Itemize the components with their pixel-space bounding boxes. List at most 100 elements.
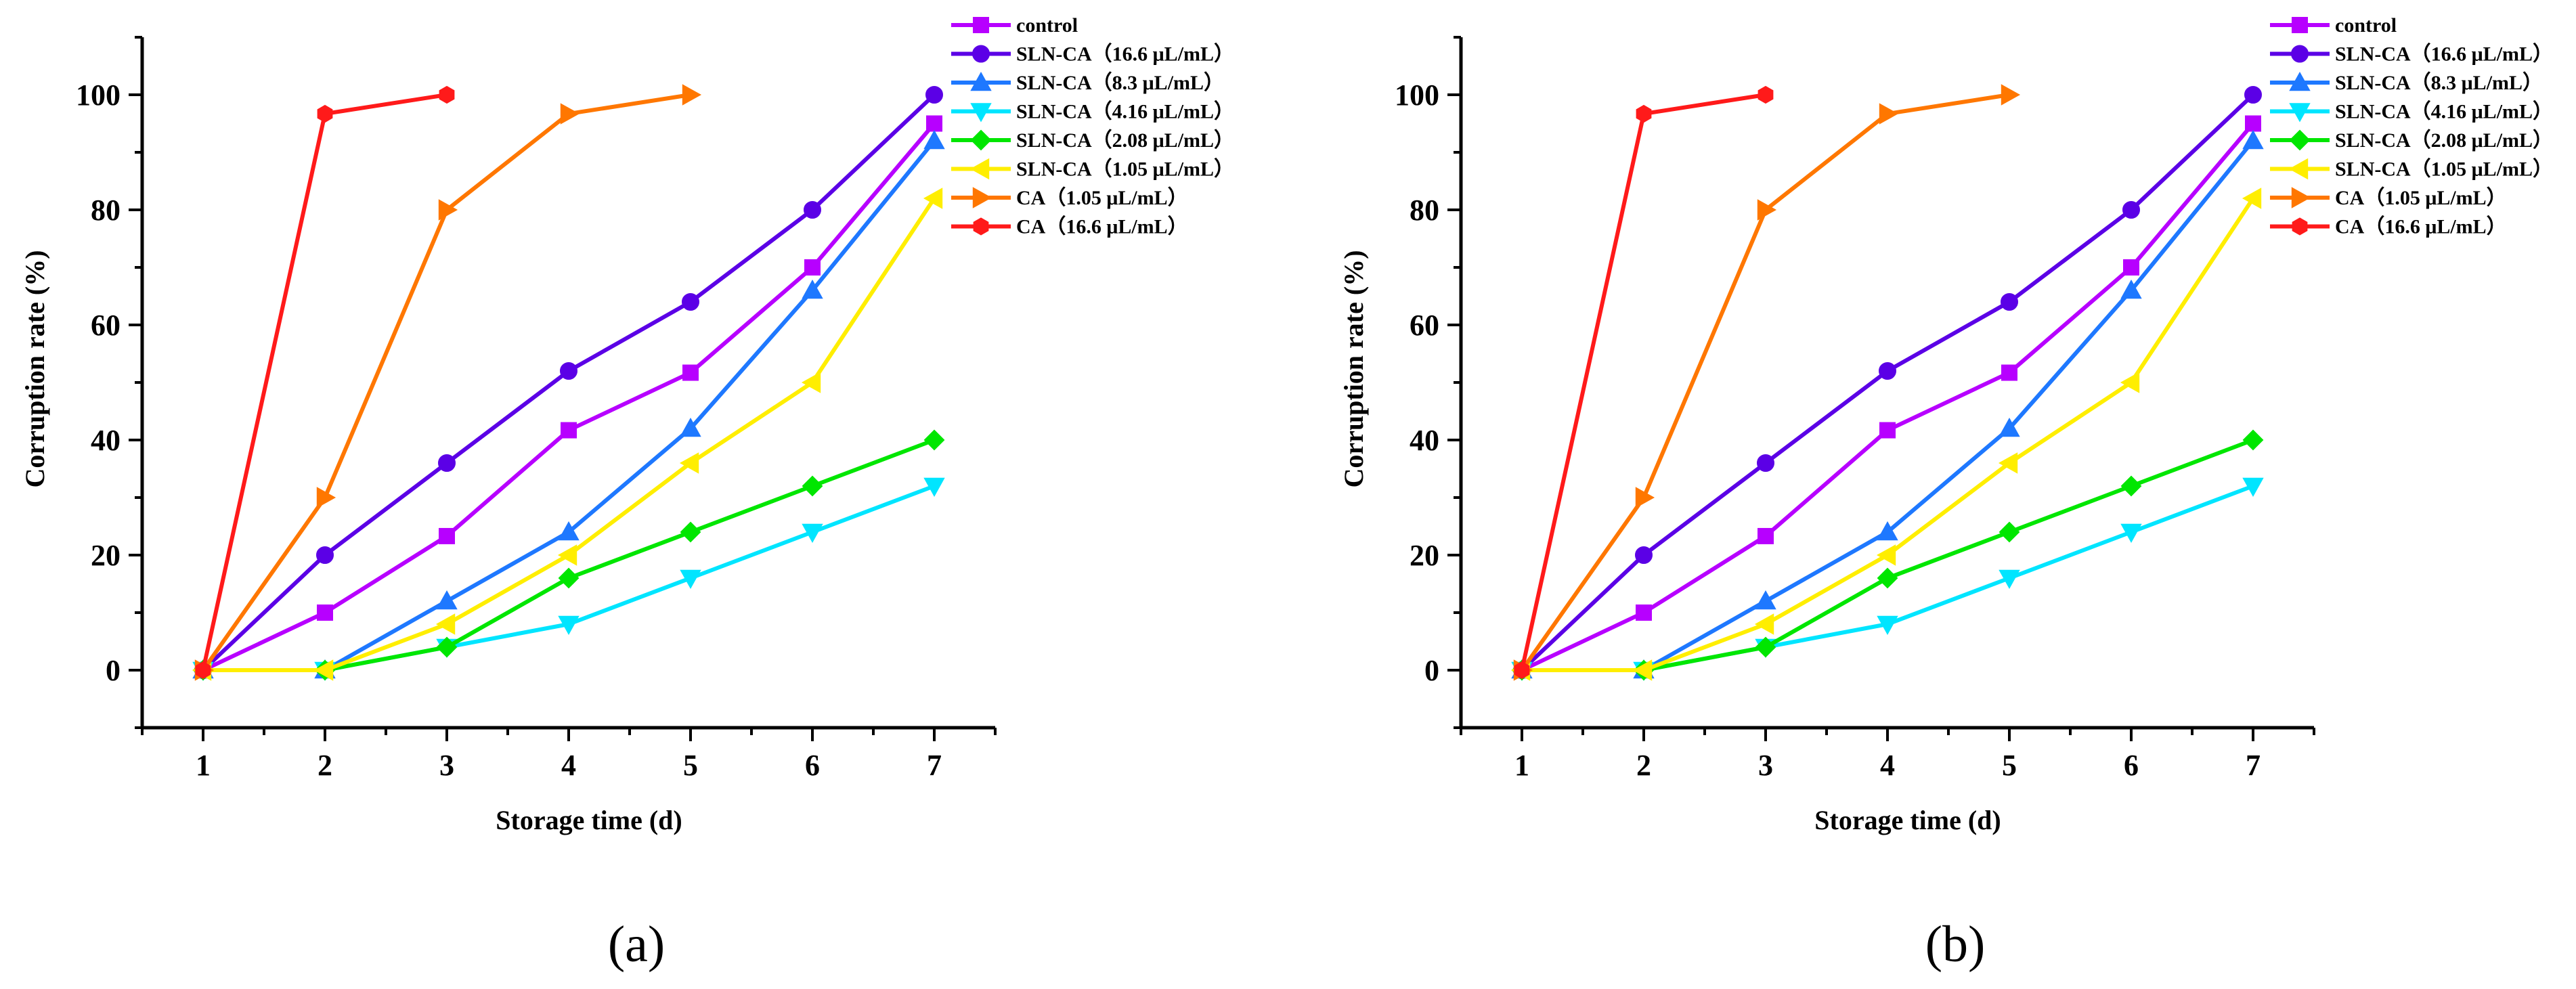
series-7 [1513,84,2021,681]
data-point [2120,475,2142,497]
data-point [1879,362,1896,380]
data-point [926,115,942,132]
x-tick-label: 2 [1636,749,1651,782]
data-point [436,636,458,658]
legend-item: CA（1.05 μL/mL） [2270,186,2507,209]
x-tick-label: 7 [2246,749,2261,782]
panel-label: (b) [1925,916,1986,973]
legend-label: SLN-CA（8.3 μL/mL） [1016,71,1224,94]
data-point [313,659,334,681]
data-point [558,615,580,636]
data-point [1758,85,1774,104]
legend-item: SLN-CA（16.6 μL/mL） [2270,43,2553,66]
series-2 [1513,86,2262,679]
legend-swatch-marker [973,217,989,236]
data-point [1877,567,1898,589]
data-point [316,546,334,564]
legend-label: SLN-CA（8.3 μL/mL） [2335,71,2543,94]
data-point [1635,487,1655,508]
series-line [1520,93,2010,672]
x-tick-label: 4 [1880,749,1895,782]
data-point [2244,86,2262,104]
data-point [2245,115,2261,132]
legend-swatch-marker [973,17,989,33]
series-8 [1514,85,1774,680]
legend-item: control [951,14,1078,37]
legend-swatch-marker [2289,71,2311,91]
legend-label: SLN-CA（4.16 μL/mL） [2335,100,2553,123]
data-point [2001,293,2018,311]
data-point [1635,546,1653,564]
legend-label: CA（16.6 μL/mL） [2335,215,2507,238]
data-point [2242,188,2262,209]
legend-swatch-marker [970,103,992,123]
data-point [804,259,821,276]
y-tick-label: 0 [106,654,121,687]
x-tick-label: 2 [318,749,332,782]
legend-item: SLN-CA（16.6 μL/mL） [951,43,1234,66]
legend-swatch-marker [972,45,990,63]
series-1 [195,115,942,678]
data-point [682,84,702,106]
data-point [2120,523,2142,544]
data-point [1999,521,2020,543]
data-point [680,569,701,590]
data-point [1876,544,1896,566]
panel-label: (a) [608,916,665,973]
legend-label: SLN-CA（16.6 μL/mL） [1016,43,1234,66]
data-point [802,523,823,544]
x-tick-label: 6 [805,749,820,782]
y-tick-label: 80 [1410,194,1439,227]
y-tick-label: 40 [1410,424,1439,457]
series-line [201,93,447,671]
legend-item: CA（16.6 μL/mL） [2270,215,2507,238]
y-tick-label: 60 [91,309,121,342]
legend-item: SLN-CA（4.16 μL/mL） [2270,100,2553,123]
data-point [438,454,456,472]
y-tick-label: 20 [1410,539,1439,572]
y-axis-title: Corruption rate (%) [20,250,50,487]
data-point [1998,452,2018,474]
legend-item: SLN-CA（2.08 μL/mL） [2270,129,2553,152]
data-point [1757,454,1774,472]
legend-label: SLN-CA（2.08 μL/mL） [2335,129,2553,152]
series-8 [195,85,455,680]
data-point [1755,636,1776,658]
legend-swatch-marker [2292,17,2308,33]
legend-swatch-marker [2291,45,2309,63]
data-point [1514,661,1530,680]
data-point [682,364,699,381]
legend-item: SLN-CA（8.3 μL/mL） [2270,71,2543,94]
y-tick-label: 40 [91,424,121,457]
data-point [2123,259,2139,276]
legend-label: CA（16.6 μL/mL） [1016,215,1188,238]
legend-swatch-marker [970,129,992,151]
data-point [439,527,455,544]
data-point [560,362,577,380]
x-tick-label: 1 [196,749,211,782]
data-point [1632,659,1653,681]
legend-label: CA（1.05 μL/mL） [1016,186,1188,209]
x-tick-label: 7 [927,749,942,782]
data-point [438,199,458,221]
legend-swatch-marker [2289,103,2311,123]
data-point [2120,372,2140,393]
legend-label: SLN-CA（16.6 μL/mL） [2335,43,2553,66]
legend-item: SLN-CA（2.08 μL/mL） [951,129,1234,152]
data-point [560,103,580,125]
y-tick-label: 0 [1424,654,1439,687]
data-point [2122,201,2140,219]
legend-swatch-marker [2291,187,2311,208]
data-point [1999,417,2020,437]
chart-panel-a: 0 20 40 60 80 100 1 2 3 4 5 6 7 Storage time (d) Corru… [20,14,1234,973]
data-point [923,188,943,209]
data-point [1755,590,1776,610]
series-6 [1510,188,2262,681]
data-point [2242,129,2264,150]
series-3 [1511,129,2264,679]
data-point [802,475,823,497]
data-point [925,86,943,104]
data-point [558,521,580,541]
data-point [558,567,580,589]
